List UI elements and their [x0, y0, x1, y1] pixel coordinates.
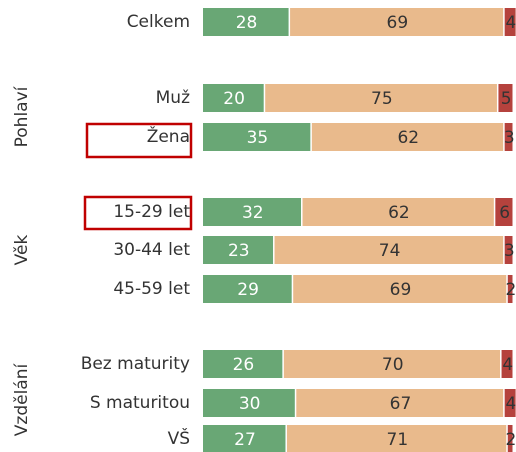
bar-segment [203, 8, 289, 36]
data-label: 67 [390, 394, 412, 414]
bar-segment [495, 198, 513, 226]
data-label: 69 [387, 13, 409, 33]
category-label: Bez maturity [81, 354, 190, 374]
category-label: VŠ [168, 427, 190, 449]
bar-segment [504, 236, 513, 264]
bar-segment [203, 123, 311, 151]
data-label: 75 [371, 89, 393, 109]
bar-segment [274, 236, 504, 264]
highlight-box [85, 122, 193, 159]
bar-segment [286, 425, 507, 452]
bar-segment [498, 84, 513, 112]
data-label: 5 [501, 89, 512, 109]
data-label: 30 [239, 394, 261, 414]
data-label: 35 [247, 128, 269, 148]
data-label: 20 [223, 89, 245, 109]
data-label: 74 [379, 241, 401, 261]
data-label: 4 [505, 394, 516, 414]
bar-segment [203, 350, 283, 378]
data-label: 26 [233, 355, 255, 375]
highlight-box [83, 195, 193, 231]
bar-segment [504, 123, 513, 151]
category-label: Muž [156, 88, 190, 108]
bar-segment [203, 425, 286, 452]
data-label: 3 [504, 128, 515, 148]
data-label: 28 [236, 13, 258, 33]
bar-segment [290, 8, 504, 36]
bar-segment [296, 389, 504, 417]
category-label: S maturitou [90, 393, 190, 413]
group-label: Pohlaví [12, 85, 32, 147]
bar-segment [302, 198, 494, 226]
data-label: 3 [504, 241, 515, 261]
bar-segment [203, 84, 264, 112]
group-label: Věk [12, 235, 32, 266]
bar-segment [203, 275, 292, 303]
data-label: 23 [228, 241, 250, 261]
bar-segment [504, 389, 516, 417]
data-label: 29 [237, 280, 259, 300]
data-label: 27 [234, 430, 256, 450]
bar-segment [507, 275, 513, 303]
bar-segment [283, 350, 501, 378]
bar-segment [265, 84, 497, 112]
data-label: 4 [502, 355, 513, 375]
bar-segment [311, 123, 504, 151]
data-label: 32 [242, 203, 264, 223]
bar-segment [501, 350, 513, 378]
category-label: Celkem [127, 12, 190, 32]
data-label: 62 [397, 128, 419, 148]
data-label: 6 [499, 203, 510, 223]
data-label: 4 [505, 13, 516, 33]
group-label: Vzdělání [12, 363, 32, 437]
bar-segment [507, 425, 513, 452]
category-label: Žena [147, 125, 190, 147]
data-label: 71 [387, 430, 409, 450]
data-label: 62 [388, 203, 410, 223]
data-label: 70 [382, 355, 404, 375]
bar-segment [293, 275, 507, 303]
category-label: 45-59 let [113, 279, 190, 299]
bar-segment [203, 236, 274, 264]
bar-segment [203, 389, 295, 417]
data-label: 69 [390, 280, 412, 300]
bar-segment [504, 8, 516, 36]
category-label: 15-29 let [113, 202, 190, 222]
data-label: 2 [505, 430, 516, 450]
category-label: 30-44 let [113, 240, 190, 260]
bar-segment [203, 198, 302, 226]
data-label: 2 [505, 280, 516, 300]
